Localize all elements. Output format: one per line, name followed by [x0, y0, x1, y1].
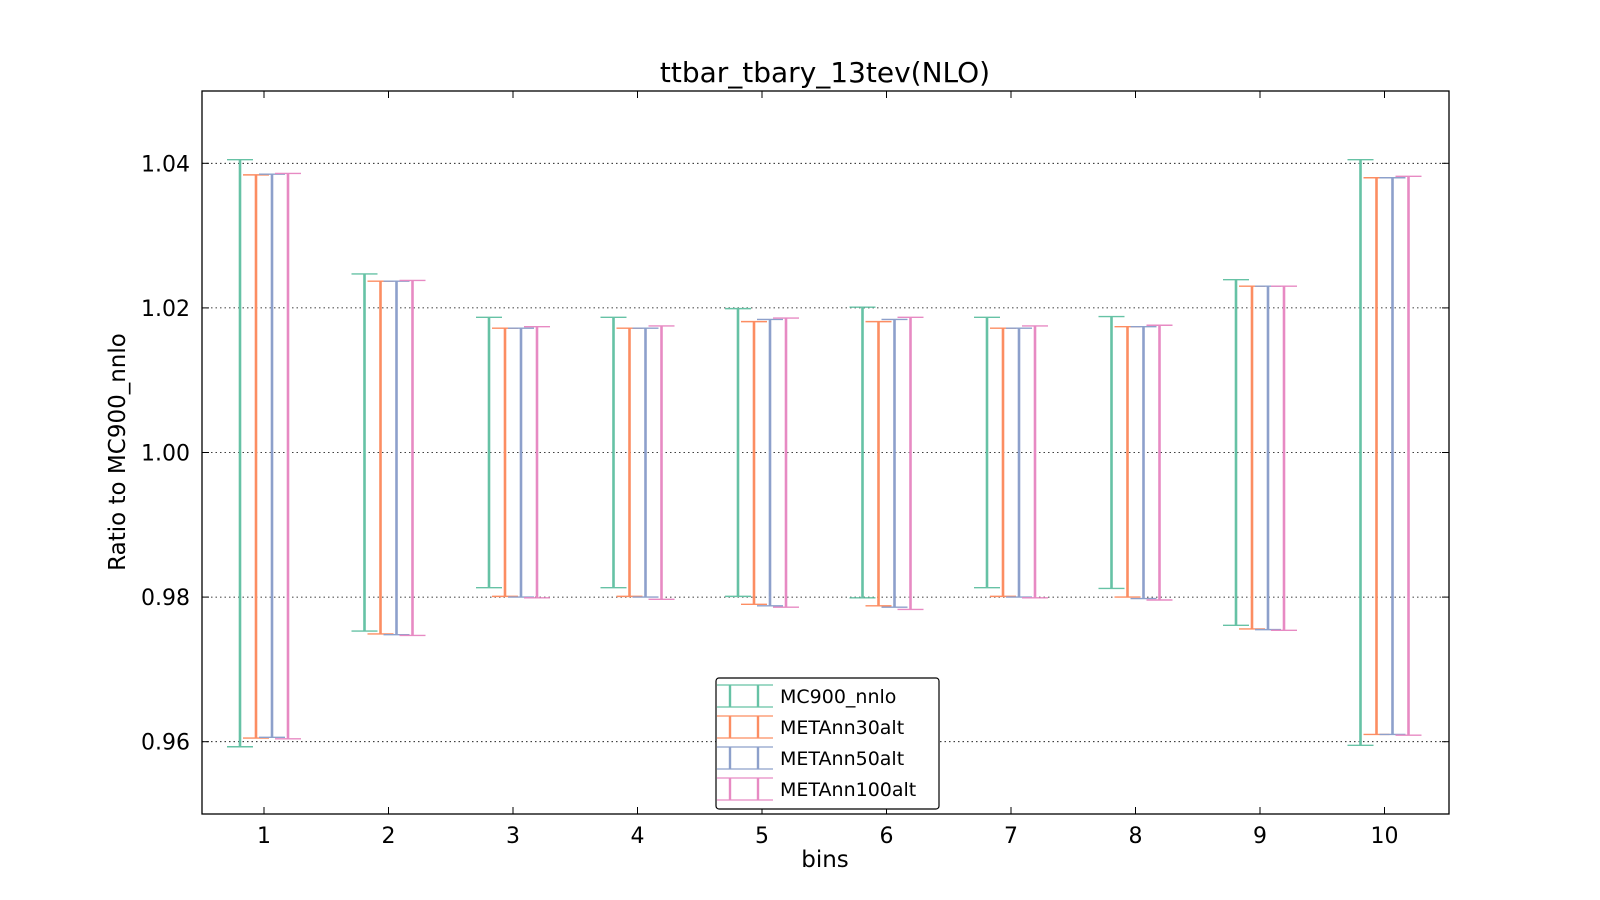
x-axis-label: bins [801, 847, 849, 873]
plot-data [227, 158, 1422, 748]
series-METAnn30alt [243, 174, 1390, 739]
y-axis-label: Ratio to MC900_nnlo [105, 333, 131, 571]
x-tick-label: 7 [1004, 824, 1018, 849]
y-tick-label: 0.98 [141, 586, 190, 611]
y-tick-label: 0.96 [141, 731, 190, 756]
legend-label: METAnn50alt [780, 748, 904, 770]
y-tick-label: 1.02 [141, 297, 190, 322]
x-tick-label: 3 [506, 824, 520, 849]
x-tick-label: 2 [382, 824, 396, 849]
chart-title: ttbar_tbary_13tev(NLO) [660, 56, 990, 89]
grid-lines [202, 162, 1449, 743]
series-METAnn50alt [259, 173, 1406, 739]
x-tick-label: 10 [1371, 824, 1399, 849]
x-tick-label: 6 [880, 824, 894, 849]
plot-frame [201, 90, 1450, 815]
legend-label: MC900_nnlo [780, 686, 896, 708]
legend-entry: METAnn50alt [717, 746, 904, 770]
legend: MC900_nnlo METAnn30alt METAnn50alt METAnn10… [715, 677, 940, 810]
legend-box [715, 677, 940, 810]
legend-entry: MC900_nnlo [717, 684, 896, 708]
y-tick-label: 1.00 [141, 442, 190, 467]
x-tick-label: 9 [1253, 824, 1267, 849]
series-METAnn100alt [275, 172, 1422, 740]
legend-label: METAnn30alt [780, 717, 904, 739]
series-MC900_nnlo [227, 158, 1374, 748]
legend-label: METAnn100alt [780, 779, 916, 801]
y-tick-label: 1.04 [141, 152, 190, 177]
legend-entry: METAnn30alt [717, 715, 904, 739]
axis-ticks: 0.96 0.98 1.00 1.02 1.04 1 2 3 4 5 6 7 8 9 10 [141, 91, 1449, 849]
legend-entry: METAnn100alt [717, 777, 916, 801]
x-tick-label: 1 [257, 824, 271, 849]
x-tick-label: 4 [631, 824, 645, 849]
x-tick-label: 5 [755, 824, 769, 849]
x-tick-label: 8 [1129, 824, 1143, 849]
